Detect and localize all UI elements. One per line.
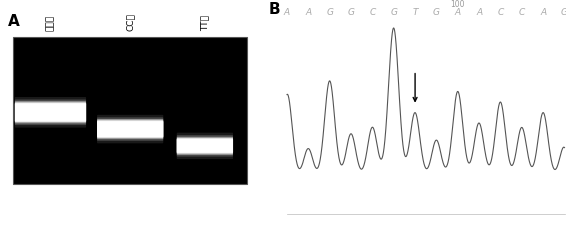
Bar [13, 37, 247, 184]
FancyBboxPatch shape [15, 103, 86, 121]
FancyBboxPatch shape [177, 133, 233, 159]
FancyBboxPatch shape [97, 115, 164, 143]
Text: A: A [8, 14, 20, 29]
FancyBboxPatch shape [177, 138, 233, 154]
Text: A: A [284, 8, 290, 17]
Text: G: G [326, 8, 333, 17]
FancyBboxPatch shape [177, 139, 233, 153]
Text: C: C [498, 8, 504, 17]
FancyBboxPatch shape [97, 119, 164, 139]
FancyBboxPatch shape [97, 117, 164, 141]
Text: G: G [390, 8, 397, 17]
Text: CC型: CC型 [126, 13, 135, 31]
Text: A: A [476, 8, 482, 17]
FancyBboxPatch shape [97, 121, 164, 137]
Text: 内对照: 内对照 [46, 14, 55, 31]
Text: A: A [305, 8, 311, 17]
FancyBboxPatch shape [15, 101, 86, 123]
FancyBboxPatch shape [15, 97, 86, 128]
FancyBboxPatch shape [15, 103, 86, 122]
Text: C: C [518, 8, 525, 17]
Text: B: B [269, 2, 281, 17]
Text: TT型: TT型 [200, 14, 209, 31]
Text: T: T [413, 8, 418, 17]
FancyBboxPatch shape [177, 137, 233, 155]
FancyBboxPatch shape [15, 99, 86, 125]
Text: C: C [369, 8, 375, 17]
Text: A: A [540, 8, 546, 17]
Text: G: G [433, 8, 440, 17]
Text: G: G [561, 8, 566, 17]
Text: G: G [348, 8, 354, 17]
Text: A: A [454, 8, 461, 17]
FancyBboxPatch shape [97, 120, 164, 138]
Text: 100: 100 [451, 0, 465, 10]
FancyBboxPatch shape [177, 135, 233, 157]
